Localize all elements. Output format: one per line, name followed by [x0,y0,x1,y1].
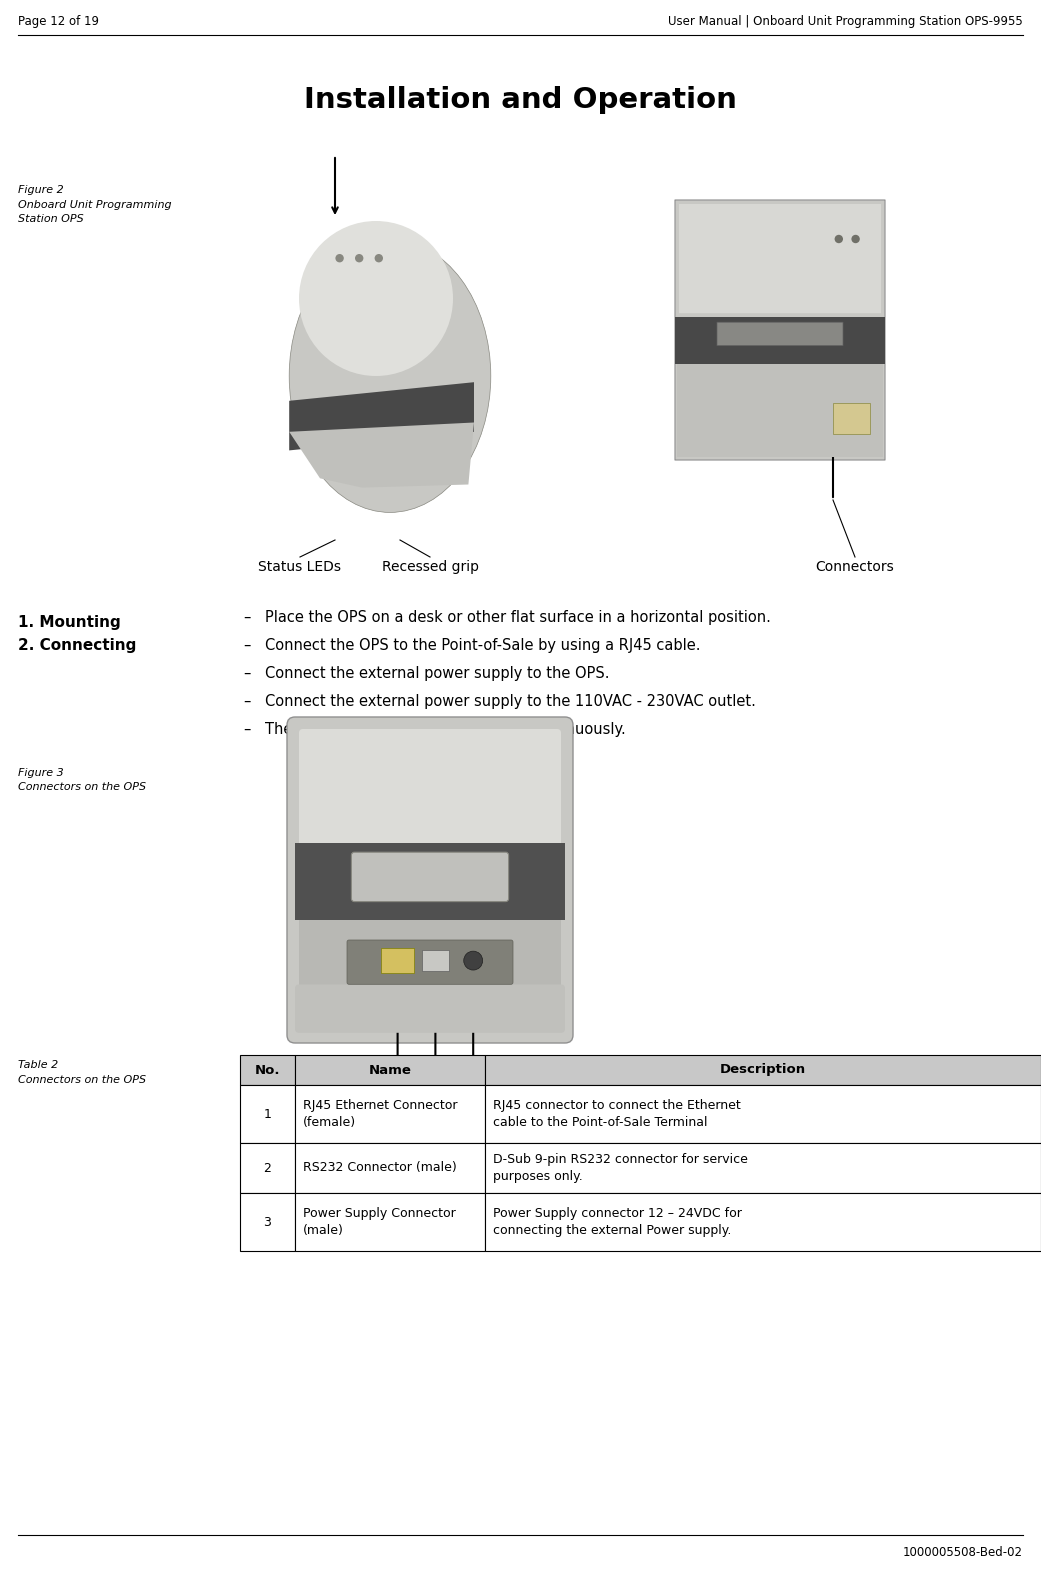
Bar [675,317,885,364]
Text: 1: 1 [393,1123,402,1137]
Text: The green Power LED is illuminated continuously.: The green Power LED is illuminated conti… [265,722,626,736]
Bar [240,1055,295,1085]
FancyBboxPatch shape [352,853,509,901]
Text: Connectors on the OPS: Connectors on the OPS [18,782,146,791]
Text: No.: No. [255,1063,280,1077]
Text: User Manual | Onboard Unit Programming Station OPS-9955: User Manual | Onboard Unit Programming S… [668,16,1023,28]
Text: Recessed grip: Recessed grip [381,560,479,575]
Ellipse shape [375,254,383,262]
Text: –: – [243,722,251,736]
Polygon shape [289,422,474,488]
Bar [295,1143,485,1193]
Text: 1. Mounting: 1. Mounting [18,615,121,630]
Text: 2. Connecting: 2. Connecting [18,637,136,653]
Bar [381,948,414,973]
Text: Page 12 of 19: Page 12 of 19 [18,16,99,28]
Ellipse shape [289,240,490,512]
Text: Connectors on the OPS: Connectors on the OPS [18,1075,146,1085]
Text: RS232 Connector (male): RS232 Connector (male) [303,1162,457,1174]
FancyBboxPatch shape [287,717,573,1042]
Text: 1: 1 [263,1107,272,1121]
Text: Table 2: Table 2 [18,1060,58,1071]
Bar [485,1193,1041,1251]
Ellipse shape [463,951,483,970]
FancyBboxPatch shape [347,940,513,984]
Bar [833,403,870,433]
Text: 1000005508-Bed-02: 1000005508-Bed-02 [903,1546,1023,1559]
Text: Place the OPS on a desk or other flat surface in a horizontal position.: Place the OPS on a desk or other flat su… [265,611,771,625]
Text: RJ45 connector to connect the Ethernet
cable to the Point-of-Sale Terminal: RJ45 connector to connect the Ethernet c… [493,1099,741,1129]
Text: Description: Description [720,1063,806,1077]
Text: 2: 2 [263,1162,272,1174]
Bar [485,1055,1041,1085]
Text: Power Supply connector 12 – 24VDC for
connecting the external Power supply.: Power Supply connector 12 – 24VDC for co… [493,1207,742,1237]
Bar [422,950,449,972]
Ellipse shape [335,254,344,262]
Text: RJ45 Ethernet Connector
(female): RJ45 Ethernet Connector (female) [303,1099,457,1129]
FancyBboxPatch shape [675,199,885,460]
Bar [240,1085,295,1143]
Text: Connectors: Connectors [816,560,894,575]
Text: Connect the external power supply to the OPS.: Connect the external power supply to the… [265,666,609,681]
FancyBboxPatch shape [295,984,565,1033]
Text: Connect the OPS to the Point-of-Sale by using a RJ45 cable.: Connect the OPS to the Point-of-Sale by … [265,637,701,653]
Text: Status LEDs: Status LEDs [258,560,341,575]
FancyBboxPatch shape [717,322,843,345]
Ellipse shape [355,254,363,262]
Text: –: – [243,611,251,625]
Ellipse shape [299,221,453,375]
Bar [295,843,565,920]
Text: Figure 3: Figure 3 [18,768,64,779]
Bar [295,1055,485,1085]
Text: Onboard Unit Programming: Onboard Unit Programming [18,199,172,210]
Bar [485,1143,1041,1193]
Text: Connect the external power supply to the 110VAC - 230VAC outlet.: Connect the external power supply to the… [265,694,756,710]
Polygon shape [289,382,474,451]
Text: Power Supply Connector
(male): Power Supply Connector (male) [303,1207,456,1237]
Bar [299,920,561,1028]
Text: D-Sub 9-pin RS232 connector for service
purposes only.: D-Sub 9-pin RS232 connector for service … [493,1152,747,1184]
Text: 2: 2 [431,1123,439,1137]
Text: Station OPS: Station OPS [18,214,83,225]
Bar [677,364,883,457]
FancyBboxPatch shape [679,204,881,312]
Bar [240,1143,295,1193]
Bar [485,1085,1041,1143]
Ellipse shape [852,236,860,243]
Bar [295,1085,485,1143]
Text: –: – [243,694,251,710]
Bar [295,1193,485,1251]
Ellipse shape [835,236,843,243]
Text: Figure 2: Figure 2 [18,185,64,195]
Text: Installation and Operation: Installation and Operation [304,86,736,115]
Bar [240,1193,295,1251]
Text: –: – [243,666,251,681]
Text: 3: 3 [468,1123,478,1137]
Text: Name: Name [369,1063,411,1077]
Text: 3: 3 [263,1215,272,1228]
FancyBboxPatch shape [299,728,561,854]
Text: –: – [243,637,251,653]
